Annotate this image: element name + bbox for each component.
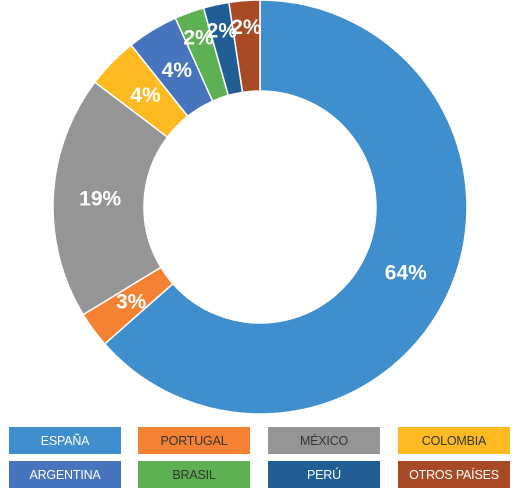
slice-label-argentina: 4% xyxy=(162,59,193,82)
slice-espana xyxy=(103,0,468,415)
slice-label-mexico: 19% xyxy=(79,187,121,210)
slice-label-otros-paises: 2% xyxy=(231,16,262,39)
slice-label-espana: 64% xyxy=(385,261,427,284)
slice-label-colombia: 4% xyxy=(130,84,161,107)
slice-mexico xyxy=(52,81,169,316)
legend-item-otros-paises: OTROS PAÍSES xyxy=(398,461,510,488)
legend-item-portugal: PORTUGAL xyxy=(138,427,250,454)
slice-label-peru: 2% xyxy=(207,20,238,43)
slice-otros-paises xyxy=(228,0,261,94)
slice-label-brasil: 2% xyxy=(183,26,214,49)
slice-labels: 64%3%19%4%4%2%2%2% xyxy=(79,16,427,313)
legend-item-espana: ESPAÑA xyxy=(9,427,121,454)
donut-chart: 64%3%19%4%4%2%2%2% xyxy=(52,0,468,415)
legend-item-mexico: MÉXICO xyxy=(268,427,380,454)
donut-slices xyxy=(52,0,468,415)
legend-item-peru: PERÚ xyxy=(268,461,380,488)
legend: ESPAÑA PORTUGAL MÉXICO COLOMBIA ARGENTINA BRA… xyxy=(0,427,519,493)
legend-item-argentina: ARGENTINA xyxy=(9,461,121,488)
legend-item-colombia: COLOMBIA xyxy=(398,427,510,454)
slice-label-portugal: 3% xyxy=(116,290,147,313)
legend-item-brasil: BRASIL xyxy=(138,461,250,488)
